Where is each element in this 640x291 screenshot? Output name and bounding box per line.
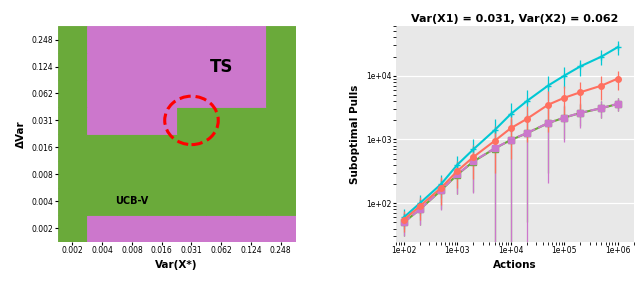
Bar [147, 214, 177, 242]
Bar [117, 80, 147, 107]
Bar [236, 134, 266, 161]
X-axis label: Actions: Actions [493, 260, 536, 270]
Bar [147, 53, 177, 80]
Bar [58, 26, 87, 53]
Bar [266, 26, 296, 53]
Bar [206, 107, 236, 134]
Bar [266, 161, 296, 188]
Bar [236, 80, 266, 107]
Bar [58, 214, 87, 242]
Bar [58, 134, 87, 161]
Bar [177, 107, 206, 134]
Bar [117, 53, 147, 80]
Bar [177, 26, 206, 53]
Bar [87, 107, 117, 134]
Bar [236, 107, 266, 134]
Bar [177, 161, 206, 188]
Bar [58, 188, 87, 214]
Bar [147, 188, 177, 214]
Bar [266, 188, 296, 214]
Bar [206, 188, 236, 214]
X-axis label: Var(X*): Var(X*) [156, 260, 198, 270]
Text: UCB-V: UCB-V [115, 196, 148, 206]
Bar [87, 188, 117, 214]
Bar [117, 161, 147, 188]
Bar [117, 134, 147, 161]
Bar [266, 107, 296, 134]
Bar [266, 80, 296, 107]
Bar [177, 188, 206, 214]
Bar [147, 80, 177, 107]
Bar [236, 214, 266, 242]
Bar [236, 161, 266, 188]
Bar [177, 80, 206, 107]
Bar [117, 214, 147, 242]
Bar [206, 161, 236, 188]
Title: Var(X1) = 0.031, Var(X2) = 0.062: Var(X1) = 0.031, Var(X2) = 0.062 [411, 14, 618, 24]
Bar [87, 161, 117, 188]
Bar [58, 53, 87, 80]
Bar [117, 26, 147, 53]
Bar [236, 26, 266, 53]
Legend: TS, UCB, UCB-V, KL-UCB: TS, UCB, UCB-V, KL-UCB [638, 105, 640, 163]
Bar [236, 188, 266, 214]
Bar [58, 80, 87, 107]
Bar [87, 214, 117, 242]
Bar [206, 80, 236, 107]
Bar [177, 53, 206, 80]
Bar [266, 134, 296, 161]
Bar [206, 26, 236, 53]
Bar [266, 53, 296, 80]
Bar [58, 161, 87, 188]
Bar [87, 26, 117, 53]
Bar [206, 134, 236, 161]
Y-axis label: ΔVar: ΔVar [16, 120, 26, 148]
Bar [177, 214, 206, 242]
Bar [206, 214, 236, 242]
Bar [87, 53, 117, 80]
Bar [147, 26, 177, 53]
Bar [177, 134, 206, 161]
Text: TS: TS [209, 58, 233, 76]
Bar [206, 53, 236, 80]
Bar [117, 107, 147, 134]
Y-axis label: Suboptimal Pulls: Suboptimal Pulls [350, 84, 360, 184]
Bar [117, 188, 147, 214]
Bar [58, 107, 87, 134]
Bar [147, 107, 177, 134]
Bar [236, 53, 266, 80]
Bar [87, 80, 117, 107]
Bar [266, 214, 296, 242]
Bar [147, 161, 177, 188]
Bar [147, 134, 177, 161]
Bar [87, 134, 117, 161]
